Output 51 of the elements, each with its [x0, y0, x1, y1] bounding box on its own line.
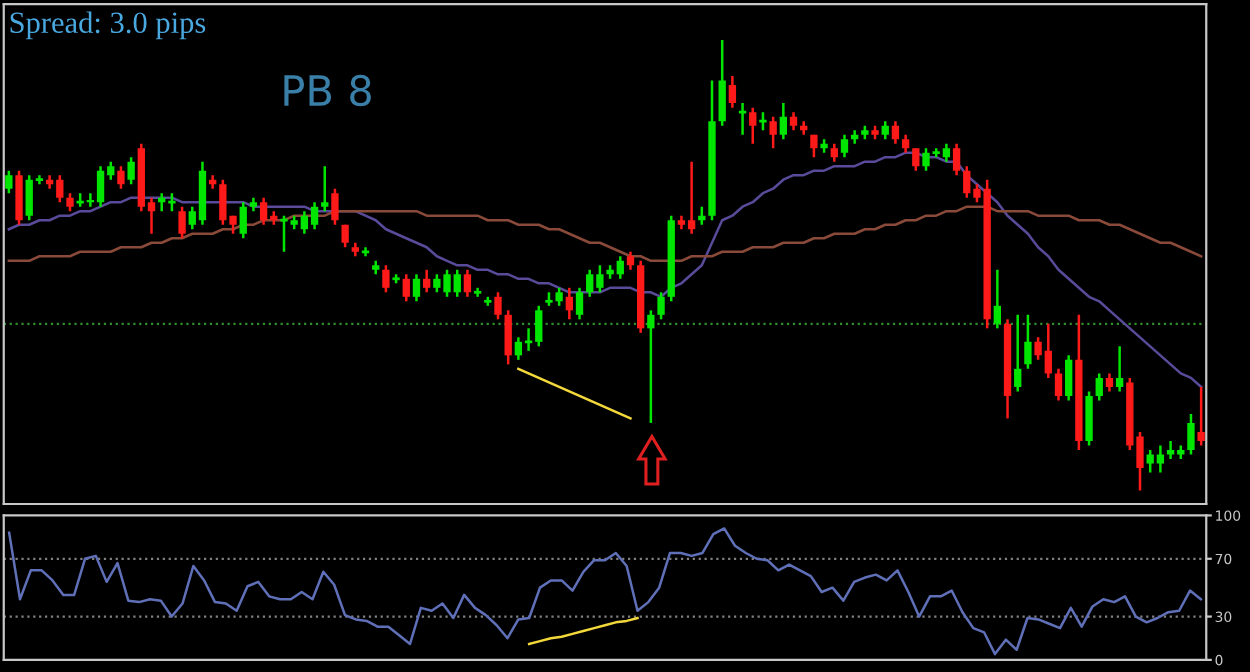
candlestick: [769, 115, 777, 150]
candlestick: [321, 164, 329, 213]
candlestick: [1014, 313, 1022, 393]
line-series: [527, 616, 639, 646]
candlestick: [647, 309, 655, 425]
candlestick: [779, 101, 788, 141]
candlestick: [575, 286, 584, 321]
text: Spread: 3.0 pips: [10, 11, 206, 40]
candlestick: [166, 191, 177, 213]
candlestick: [952, 142, 961, 177]
candlestick: [1187, 412, 1195, 456]
candlestick: [737, 101, 748, 136]
candlestick: [993, 268, 1002, 330]
candlestick: [117, 164, 125, 190]
candlestick: [1054, 367, 1063, 402]
candlestick: [239, 200, 247, 240]
candlestick: [5, 169, 13, 195]
candlestick: [463, 268, 472, 299]
candlestick: [830, 142, 838, 163]
candlestick: [840, 133, 849, 159]
candlestick: [412, 273, 421, 303]
candlestick: [1105, 372, 1114, 393]
candlestick: [789, 110, 798, 132]
candlestick: [657, 291, 665, 321]
line-series: [7, 527, 1203, 656]
annotation: PB 8: [284, 74, 371, 107]
candlestick: [15, 169, 23, 226]
candlestick: [504, 309, 512, 366]
candlestick: [749, 106, 757, 145]
candlestick: [382, 264, 390, 294]
candlestick: [494, 291, 502, 321]
candlestick: [891, 119, 900, 145]
candlestick: [178, 205, 186, 240]
candlestick: [565, 286, 573, 321]
candlestick: [402, 273, 410, 303]
candlestick: [728, 74, 737, 109]
candlestick: [1115, 345, 1124, 393]
candlestick: [1024, 313, 1032, 371]
candlestick: [66, 191, 74, 213]
candlestick: [718, 38, 726, 127]
candlestick: [626, 250, 635, 272]
candlestick: [127, 155, 135, 186]
candlestick: [881, 119, 889, 141]
candlestick: [901, 133, 910, 154]
candlestick: [1065, 354, 1073, 402]
candlestick: [912, 146, 920, 172]
candlestick: [422, 268, 431, 294]
candlestick: [331, 187, 339, 226]
candlestick: [1197, 385, 1205, 447]
candlestick: [1085, 390, 1093, 447]
candlestick: [1095, 372, 1103, 402]
